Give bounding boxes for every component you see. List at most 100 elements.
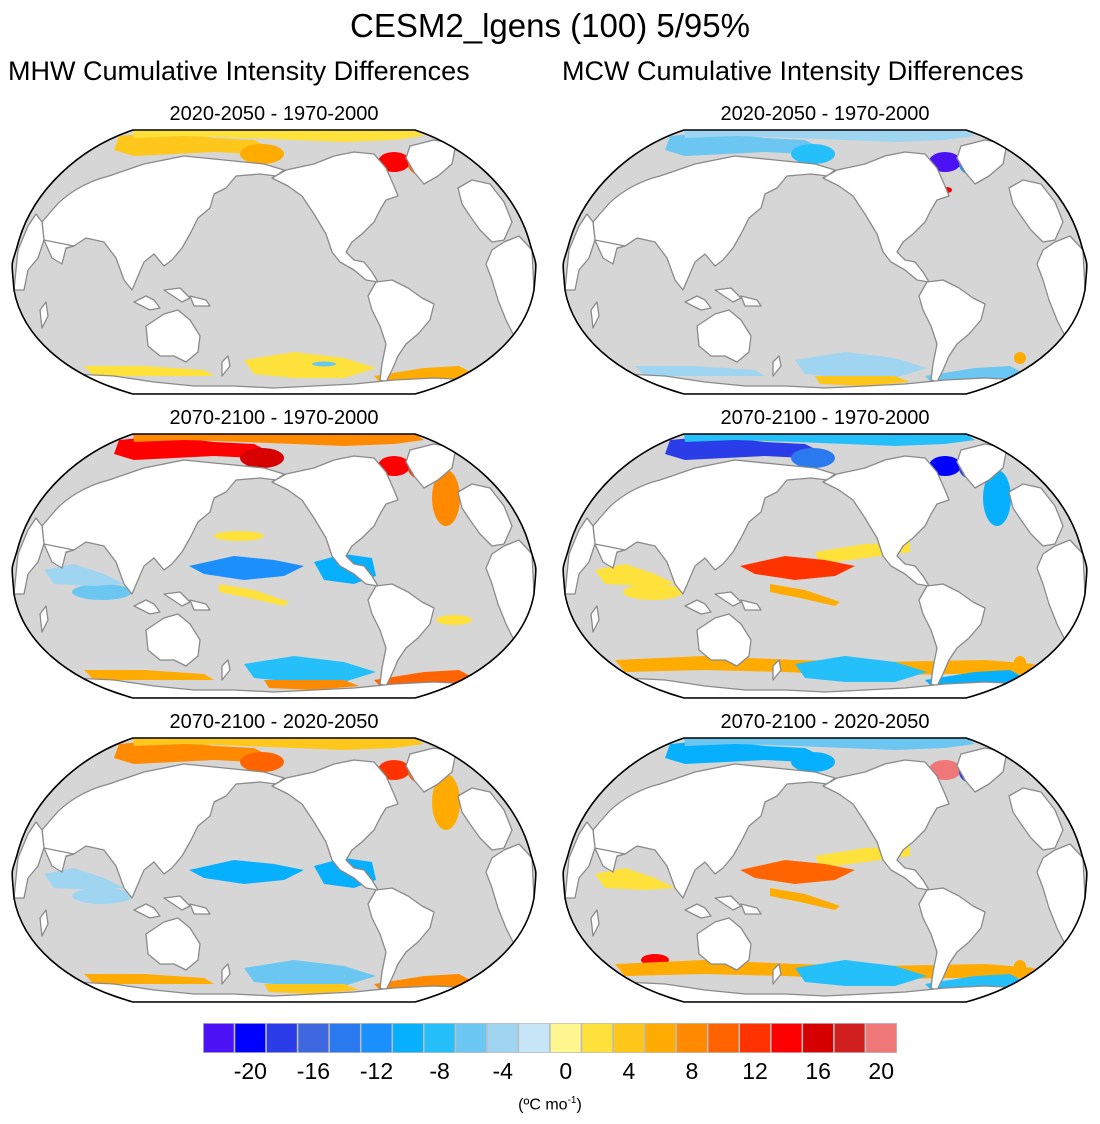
land-southeast-asia-islands <box>684 287 762 311</box>
land-arabia-india <box>43 847 75 873</box>
land-eurasia-east <box>41 459 285 595</box>
land-africa <box>1036 539 1086 641</box>
land-north-america <box>271 759 399 891</box>
colorbar-swatch <box>203 1023 236 1053</box>
colorbar-swatch <box>265 1023 299 1053</box>
anomaly-arctic-central <box>684 738 975 750</box>
land-europe <box>457 483 513 547</box>
land-north-america <box>271 151 399 283</box>
land-eurasia-east <box>592 155 836 291</box>
anomaly-southern-ocean-indian <box>84 974 214 984</box>
land-southeast-asia-islands <box>684 591 762 615</box>
land-africa <box>485 539 535 641</box>
land-arabia-india <box>594 847 626 873</box>
panel-title-mhw-2: 2070-2100 - 1970-2000 <box>169 407 379 429</box>
land-south-america <box>918 583 986 687</box>
anomaly-south-pacific-band <box>770 888 840 910</box>
panel-title-mhw-1: 2020-2050 - 1970-2000 <box>169 103 379 125</box>
land-south-america <box>918 887 986 991</box>
colorbar-swatch <box>517 1023 551 1053</box>
anomaly-north-atlantic-drift <box>983 470 1011 526</box>
colorbar-swatch <box>359 1023 394 1053</box>
colorbar-tick-label: 0 <box>559 1058 573 1084</box>
anomaly-arctic-siberian-shelf <box>665 740 825 764</box>
land-madagascar <box>39 301 49 329</box>
land-eurasia-east <box>41 155 285 291</box>
anomaly-arctic-siberian-shelf <box>665 132 825 156</box>
anomaly-arctic-central <box>684 434 975 446</box>
anomaly-southern-ocean-indian <box>84 366 214 376</box>
map-border <box>562 433 1088 699</box>
land-africa <box>1036 843 1086 945</box>
colorbar-swatch <box>580 1023 614 1053</box>
anomaly-indian-ocean-south <box>72 888 132 904</box>
land-europe <box>1008 179 1064 243</box>
land-arabia-india <box>594 543 626 569</box>
land-eurasia-west-edge <box>564 517 596 595</box>
colorbar-tick-label: -12 <box>359 1058 394 1084</box>
anomaly-south-pacific-band <box>770 584 840 606</box>
panel-title-mhw-3: 2070-2100 - 2020-2050 <box>169 711 379 733</box>
anomaly-east-siberian-sea <box>240 752 284 772</box>
map-panel-mcw-1 <box>562 129 1088 395</box>
anomaly-labrador-sea <box>929 760 961 780</box>
map-border <box>11 433 537 699</box>
land-eurasia-west-edge <box>564 213 596 291</box>
map-panel-mcw-3 <box>562 737 1088 1003</box>
anomaly-arctic-siberian-shelf <box>114 436 274 460</box>
colorbar-tick-label: 8 <box>685 1058 699 1084</box>
land-eurasia-west-edge <box>13 213 45 291</box>
anomaly-south-atlantic-band <box>436 615 472 625</box>
land-new-zealand <box>221 963 231 985</box>
land-madagascar <box>39 909 49 937</box>
anomaly-southern-ocean-pacific <box>795 352 927 378</box>
land-australia <box>696 917 752 971</box>
column-title-mhw: MHW Cumulative Intensity Differences <box>8 56 470 86</box>
land-madagascar <box>590 301 600 329</box>
anomaly-indian-ocean-north <box>44 868 124 890</box>
colorbar-tick-label: 12 <box>742 1058 768 1084</box>
anomaly-indian-ocean-south <box>623 584 683 600</box>
anomaly-ross-sea-band <box>815 376 910 386</box>
land-eurasia-east <box>592 763 836 899</box>
land-africa <box>485 235 535 337</box>
panel-title-mcw-1: 2020-2050 - 1970-2000 <box>720 103 930 125</box>
anomaly-arctic-central <box>133 434 424 446</box>
anomaly-south-atlantic-eddy <box>1014 960 1026 972</box>
land-europe <box>457 179 513 243</box>
anomaly-southern-ocean-pacific <box>244 656 376 682</box>
land-southeast-asia-islands <box>684 895 762 919</box>
land-eurasia-east <box>592 459 836 595</box>
colorbar-swatch <box>391 1023 425 1053</box>
colorbar-swatch <box>643 1023 677 1053</box>
land-europe <box>1008 787 1064 851</box>
land-eurasia-west-edge <box>13 821 45 899</box>
land-southeast-asia-islands <box>133 287 211 311</box>
anomaly-labrador-sea <box>378 456 410 476</box>
anomaly-southern-ocean-indian <box>635 366 765 376</box>
colorbar-swatch <box>233 1023 267 1053</box>
anomaly-east-siberian-sea <box>240 448 284 468</box>
land-eurasia-west-edge <box>564 821 596 899</box>
land-arabia-india <box>43 543 75 569</box>
anomaly-east-siberian-sea <box>791 448 835 468</box>
map-panel-mcw-2 <box>562 433 1088 699</box>
anomaly-arctic-siberian-shelf <box>665 436 825 460</box>
land-madagascar <box>590 605 600 633</box>
colorbar-swatch <box>454 1023 488 1053</box>
land-south-america <box>367 279 435 383</box>
anomaly-southern-ocean-pacific <box>795 960 927 986</box>
colorbar-swatch <box>706 1023 741 1053</box>
land-africa <box>1036 235 1086 337</box>
anomaly-arctic-siberian-shelf <box>114 132 274 156</box>
land-north-america <box>822 455 950 587</box>
land-europe <box>457 787 513 851</box>
anomaly-indian-ocean-north <box>595 868 675 890</box>
colorbar-swatch <box>549 1023 583 1053</box>
land-madagascar <box>39 605 49 633</box>
anomaly-indian-ocean-north <box>595 564 675 586</box>
anomaly-labrador-sea <box>378 760 410 780</box>
land-south-america <box>918 279 986 383</box>
land-new-zealand <box>772 963 782 985</box>
anomaly-equatorial-pacific-west <box>189 556 304 580</box>
